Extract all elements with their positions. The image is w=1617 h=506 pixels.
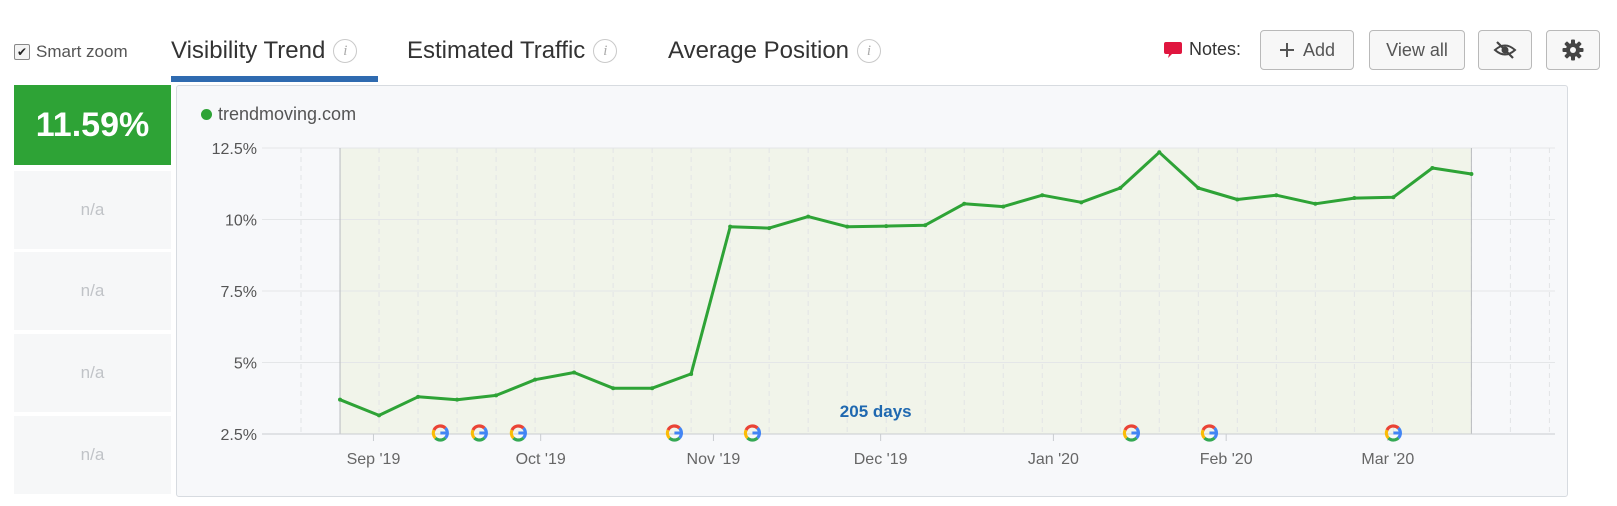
active-tab-underline: [171, 76, 378, 82]
data-point: [689, 371, 694, 376]
data-point: [1196, 186, 1201, 191]
data-point: [1118, 186, 1123, 191]
competitor-value-4: n/a: [14, 416, 171, 494]
smart-zoom-checkbox[interactable]: ✔: [14, 44, 30, 60]
data-point: [1391, 195, 1396, 200]
add-note-label: Add: [1302, 39, 1336, 60]
google-update-icon[interactable]: [743, 424, 761, 442]
hide-notes-button[interactable]: [1478, 30, 1532, 70]
y-tick-label: 7.5%: [221, 284, 257, 301]
data-point: [611, 386, 616, 391]
data-point: [650, 386, 655, 391]
data-point: [338, 397, 343, 402]
series-line: [339, 150, 1472, 417]
legend-marker: [201, 109, 212, 120]
data-point: [533, 377, 538, 382]
tab-visibility-trend[interactable]: Visibility Trend i: [171, 34, 358, 68]
gear-icon: [1562, 39, 1584, 61]
smart-zoom-toggle[interactable]: ✔ Smart zoom: [14, 42, 128, 62]
competitor-value-2: n/a: [14, 252, 171, 330]
tab-label: Estimated Traffic: [407, 37, 586, 64]
data-point: [1430, 166, 1435, 171]
tab-estimated-traffic[interactable]: Estimated Traffic i: [407, 34, 618, 68]
data-point: [416, 394, 421, 399]
google-update-icon[interactable]: [1200, 424, 1218, 442]
data-point: [884, 224, 889, 229]
visibility-value: 11.59%: [14, 85, 171, 165]
competitor-value-3: n/a: [14, 334, 171, 412]
data-point: [962, 201, 967, 206]
speech-bubble-icon: [1164, 41, 1182, 58]
google-update-icon[interactable]: [1122, 424, 1140, 442]
google-update-icon[interactable]: [470, 424, 488, 442]
x-tick-label: Oct '19: [516, 451, 566, 468]
add-note-button[interactable]: Add: [1260, 30, 1354, 70]
google-update-icon[interactable]: [665, 424, 683, 442]
data-point: [728, 224, 733, 229]
data-point: [455, 397, 460, 402]
eye-slash-icon: [1493, 41, 1517, 59]
notes-label: Notes:: [1189, 39, 1242, 59]
y-tick-label: 5%: [234, 356, 257, 373]
x-tick-label: Nov '19: [687, 451, 741, 468]
competitor-value-1: n/a: [14, 171, 171, 249]
data-point: [1352, 196, 1357, 201]
data-point: [1040, 193, 1045, 198]
smart-zoom-label: Smart zoom: [36, 42, 128, 61]
tab-average-position[interactable]: Average Position i: [668, 34, 882, 68]
data-point: [806, 214, 811, 219]
data-point: [1235, 197, 1240, 202]
tab-label: Average Position: [668, 37, 850, 64]
data-point: [572, 370, 577, 375]
data-point: [1313, 201, 1318, 206]
x-tick-label: Dec '19: [854, 451, 908, 468]
data-point: [1079, 200, 1084, 205]
data-point: [845, 224, 850, 229]
y-tick-label: 2.5%: [221, 427, 257, 444]
settings-button[interactable]: [1546, 30, 1600, 70]
x-tick-label: Sep '19: [347, 451, 401, 468]
x-tick-label: Jan '20: [1028, 451, 1079, 468]
view-all-notes-button[interactable]: View all: [1369, 30, 1465, 70]
data-point: [1001, 204, 1006, 209]
data-point: [377, 413, 382, 418]
data-point: [1157, 150, 1162, 155]
data-point: [1274, 193, 1279, 198]
y-tick-label: 12.5%: [212, 141, 257, 158]
data-point: [767, 226, 772, 231]
range-duration-label: 205 days: [840, 402, 912, 421]
google-update-icon[interactable]: [1384, 424, 1402, 442]
view-all-label: View all: [1386, 39, 1448, 60]
data-point: [1469, 172, 1474, 177]
info-icon[interactable]: i: [593, 39, 618, 63]
x-tick-label: Feb '20: [1200, 451, 1253, 468]
data-point: [923, 223, 928, 228]
info-icon[interactable]: i: [333, 39, 358, 63]
info-icon[interactable]: i: [857, 39, 882, 63]
x-tick-label: Mar '20: [1361, 451, 1414, 468]
plus-icon: [1279, 43, 1294, 57]
data-point: [494, 393, 499, 398]
chart-legend[interactable]: trendmoving.com: [201, 104, 356, 125]
google-update-icon[interactable]: [431, 424, 449, 442]
tab-label: Visibility Trend: [171, 37, 326, 64]
y-tick-label: 10%: [225, 213, 257, 230]
legend-label: trendmoving.com: [218, 104, 357, 124]
google-update-icon[interactable]: [509, 424, 527, 442]
notes-section: Notes:: [1163, 39, 1241, 60]
